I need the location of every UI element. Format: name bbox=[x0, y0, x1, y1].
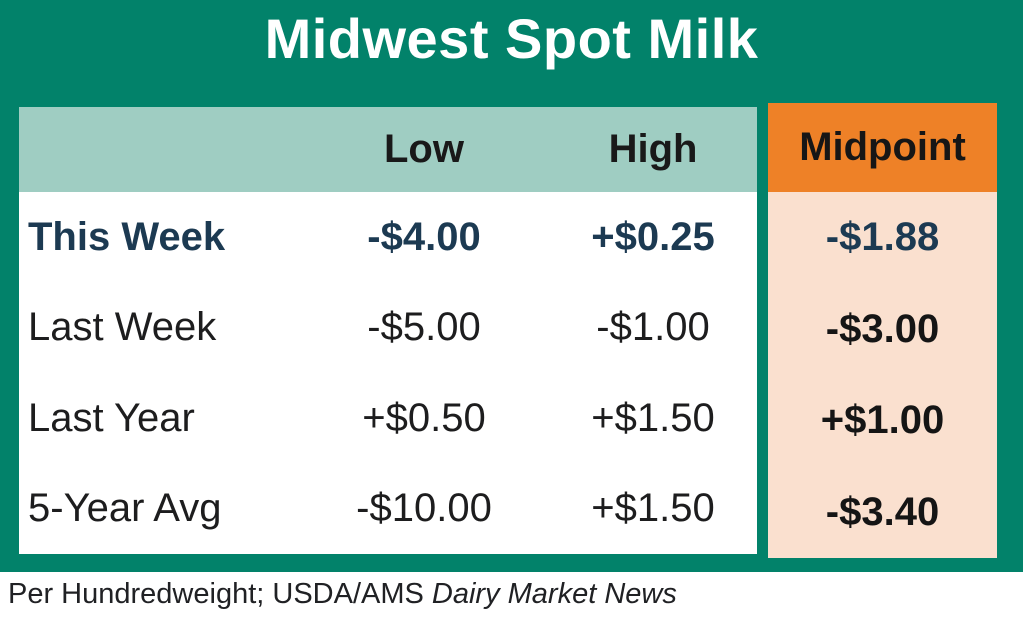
table-body: This Week -$4.00 +$0.25 Last Week -$5.00… bbox=[19, 192, 757, 554]
page-title: Midwest Spot Milk bbox=[264, 7, 759, 70]
low-value: -$4.00 bbox=[367, 214, 481, 259]
header-low: Low bbox=[384, 127, 464, 171]
source-note-plain: Per Hundredweight; USDA/AMS bbox=[8, 578, 432, 610]
table-header-row: Low High bbox=[19, 107, 757, 192]
high-value: +$1.50 bbox=[591, 395, 715, 440]
midpoint-body: -$1.88 -$3.00 +$1.00 -$3.40 bbox=[768, 192, 997, 558]
header-high: High bbox=[608, 127, 698, 171]
low-value: +$0.50 bbox=[362, 395, 486, 440]
row-label: 5-Year Avg bbox=[28, 486, 222, 531]
table-row-5-year-avg: 5-Year Avg -$10.00 +$1.50 bbox=[19, 464, 757, 555]
header-midpoint: Midpoint bbox=[768, 103, 997, 192]
midpoint-value-last-week: -$3.00 bbox=[825, 306, 940, 351]
source-note-publication: Dairy Market News bbox=[431, 578, 677, 610]
high-value: +$0.25 bbox=[591, 214, 715, 259]
price-table: Low High This Week -$4.00 +$0.25 Last We… bbox=[19, 107, 757, 554]
table-row-last-week: Last Week -$5.00 -$1.00 bbox=[19, 283, 757, 374]
row-label: Last Year bbox=[28, 395, 195, 440]
low-value: -$5.00 bbox=[367, 305, 481, 350]
midpoint-value-5-year-avg: -$3.40 bbox=[825, 489, 940, 534]
source-note: Per Hundredweight; USDA/AMS Dairy Market… bbox=[8, 578, 677, 611]
row-label: This Week bbox=[28, 214, 226, 259]
table-row-this-week: This Week -$4.00 +$0.25 bbox=[19, 192, 757, 283]
midpoint-value-last-year: +$1.00 bbox=[820, 398, 945, 443]
high-value: -$1.00 bbox=[596, 305, 710, 350]
table-row-last-year: Last Year +$0.50 +$1.50 bbox=[19, 373, 757, 464]
midpoint-column: Midpoint -$1.88 -$3.00 +$1.00 -$3.40 bbox=[768, 103, 997, 558]
midpoint-value-this-week: -$1.88 bbox=[825, 215, 940, 260]
low-value: -$10.00 bbox=[356, 486, 492, 531]
row-label: Last Week bbox=[28, 305, 217, 350]
high-value: +$1.50 bbox=[591, 486, 715, 531]
